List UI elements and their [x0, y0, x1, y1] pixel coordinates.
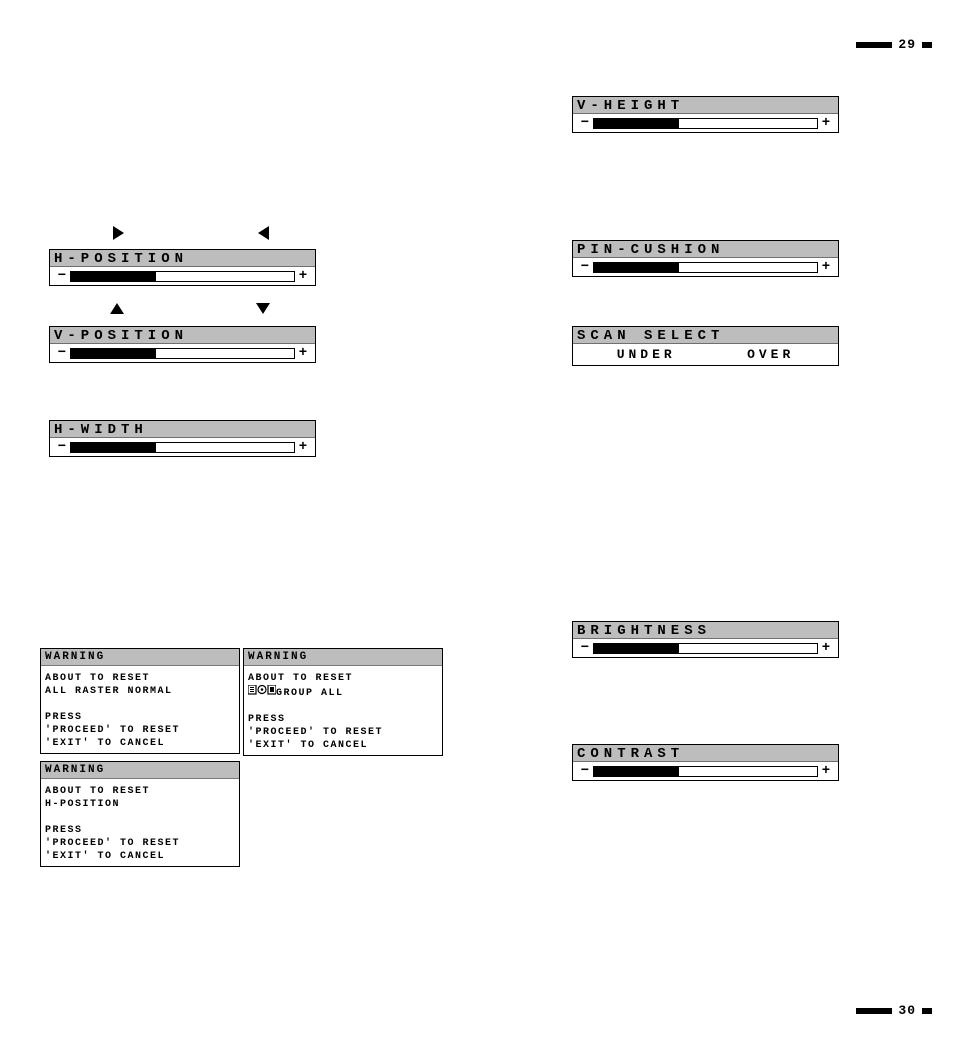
scan-option-under[interactable]: UNDER — [617, 347, 676, 362]
slider-track[interactable] — [593, 262, 818, 273]
warning-title: WARNING — [41, 762, 239, 779]
warning-body: ABOUT TO RESET GROUP ALL PRESS 'PROCEED'… — [244, 666, 442, 755]
slider-row[interactable]: − + — [573, 639, 838, 657]
panel-title: SCAN SELECT — [573, 327, 838, 344]
slider-track[interactable] — [70, 442, 295, 453]
warning-dialog-group-all: WARNING ABOUT TO RESET GROUP ALL PRESS '… — [243, 648, 443, 756]
triangle-right-icon — [113, 226, 124, 240]
minus-label: − — [579, 763, 591, 779]
slider-row[interactable]: − + — [50, 438, 315, 456]
slider-track[interactable] — [593, 766, 818, 777]
panel-title: CONTRAST — [573, 745, 838, 762]
h-position-panel: H-POSITION − + — [49, 249, 316, 286]
slider-fill — [71, 443, 156, 452]
page-number: 29 — [898, 37, 916, 52]
slider-fill — [71, 349, 156, 358]
slider-fill — [594, 263, 679, 272]
warning-title: WARNING — [244, 649, 442, 666]
plus-label: + — [297, 439, 309, 455]
slider-track[interactable] — [70, 348, 295, 359]
minus-label: − — [579, 640, 591, 656]
slider-fill — [71, 272, 156, 281]
panel-title: V-HEIGHT — [573, 97, 838, 114]
scan-option-over[interactable]: OVER — [747, 347, 794, 362]
minus-label: − — [56, 345, 68, 361]
page-bar-icon — [856, 1008, 892, 1014]
pin-cushion-panel: PIN-CUSHION − + — [572, 240, 839, 277]
page-bar-icon — [922, 42, 932, 48]
page-bar-icon — [856, 42, 892, 48]
minus-label: − — [56, 268, 68, 284]
plus-label: + — [297, 268, 309, 284]
slider-row[interactable]: − + — [573, 114, 838, 132]
slider-track[interactable] — [593, 643, 818, 654]
v-position-panel: V-POSITION − + — [49, 326, 316, 363]
panel-title: V-POSITION — [50, 327, 315, 344]
plus-label: + — [820, 115, 832, 131]
plus-label: + — [820, 640, 832, 656]
warning-body: ABOUT TO RESET H-POSITION PRESS 'PROCEED… — [41, 779, 239, 866]
page-bar-icon — [922, 1008, 932, 1014]
contrast-panel: CONTRAST − + — [572, 744, 839, 781]
plus-label: + — [297, 345, 309, 361]
triangle-left-icon — [258, 226, 269, 240]
warning-dialog-h-position: WARNING ABOUT TO RESET H-POSITION PRESS … — [40, 761, 240, 867]
warning-line: ABOUT TO RESET — [248, 673, 353, 684]
panel-title: H-WIDTH — [50, 421, 315, 438]
minus-label: − — [56, 439, 68, 455]
warning-body: ABOUT TO RESET ALL RASTER NORMAL PRESS '… — [41, 666, 239, 753]
plus-label: + — [820, 763, 832, 779]
minus-label: − — [579, 115, 591, 131]
panel-title: H-POSITION — [50, 250, 315, 267]
slider-row[interactable]: − + — [50, 344, 315, 362]
page-number-top: 29 — [856, 37, 932, 52]
slider-fill — [594, 119, 679, 128]
h-width-panel: H-WIDTH − + — [49, 420, 316, 457]
panel-title: PIN-CUSHION — [573, 241, 838, 258]
plus-label: + — [820, 259, 832, 275]
warning-dialog-all-raster: WARNING ABOUT TO RESET ALL RASTER NORMAL… — [40, 648, 240, 754]
group-icons — [248, 685, 276, 700]
panel-title: BRIGHTNESS — [573, 622, 838, 639]
slider-row[interactable]: − + — [573, 762, 838, 780]
slider-track[interactable] — [70, 271, 295, 282]
page-number-bottom: 30 — [856, 1003, 932, 1018]
minus-label: − — [579, 259, 591, 275]
page-number: 30 — [898, 1003, 916, 1018]
v-height-panel: V-HEIGHT − + — [572, 96, 839, 133]
triangle-up-icon — [110, 303, 124, 314]
scan-select-panel: SCAN SELECT UNDER OVER — [572, 326, 839, 366]
slider-fill — [594, 767, 679, 776]
warning-title: WARNING — [41, 649, 239, 666]
slider-fill — [594, 644, 679, 653]
slider-track[interactable] — [593, 118, 818, 129]
scan-options-row: UNDER OVER — [573, 344, 838, 365]
triangle-down-icon — [256, 303, 270, 314]
slider-row[interactable]: − + — [573, 258, 838, 276]
brightness-panel: BRIGHTNESS − + — [572, 621, 839, 658]
slider-row[interactable]: − + — [50, 267, 315, 285]
